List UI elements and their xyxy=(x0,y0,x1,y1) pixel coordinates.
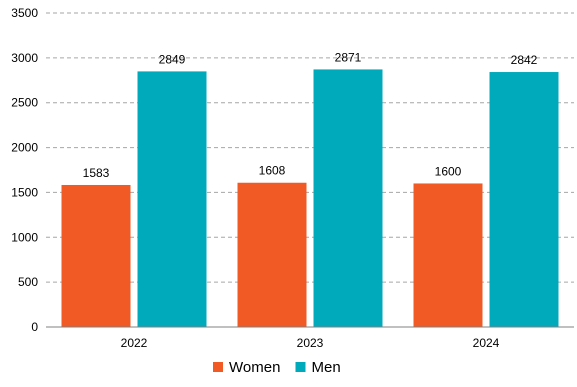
data-labels: 1583 2849 1608 2871 1600 2842 xyxy=(83,50,538,180)
y-tick-label: 0 xyxy=(31,320,38,334)
bar-women-2022 xyxy=(61,184,131,327)
bar-men-2022 xyxy=(137,71,207,328)
bar-women-2024 xyxy=(413,183,483,327)
y-tick-label: 3000 xyxy=(11,51,38,65)
data-label-men-2023: 2871 xyxy=(335,50,362,64)
y-tick-label: 2000 xyxy=(11,141,38,155)
legend-swatch-men xyxy=(295,362,306,372)
y-tick-label: 1000 xyxy=(11,230,38,244)
data-label-women-2023: 1608 xyxy=(259,164,286,178)
y-tick-label: 500 xyxy=(18,275,38,289)
y-axis: 0 500 1000 1500 2000 2500 3000 3500 xyxy=(11,6,38,334)
legend-label-men: Men xyxy=(312,359,341,376)
y-tick-label: 1500 xyxy=(11,185,38,199)
bar-men-2023 xyxy=(313,69,383,327)
bars xyxy=(61,69,559,328)
y-tick-label: 3500 xyxy=(11,6,38,20)
data-label-men-2022: 2849 xyxy=(159,52,186,66)
data-label-women-2022: 1583 xyxy=(83,166,110,180)
bar-men-2024 xyxy=(489,72,559,327)
data-label-women-2024: 1600 xyxy=(435,164,462,178)
x-tick-label: 2022 xyxy=(121,336,148,350)
data-label-men-2024: 2842 xyxy=(511,53,538,67)
legend-label-women: Women xyxy=(229,359,280,376)
x-tick-label: 2023 xyxy=(297,336,324,350)
legend-swatch-women xyxy=(213,362,223,372)
x-axis: 2022 2023 2024 xyxy=(46,326,574,350)
y-tick-label: 2500 xyxy=(11,96,38,110)
x-tick-label: 2024 xyxy=(473,336,500,350)
gridlines xyxy=(46,12,574,283)
legend: Women Men xyxy=(213,359,341,376)
bar-women-2023 xyxy=(237,182,307,327)
